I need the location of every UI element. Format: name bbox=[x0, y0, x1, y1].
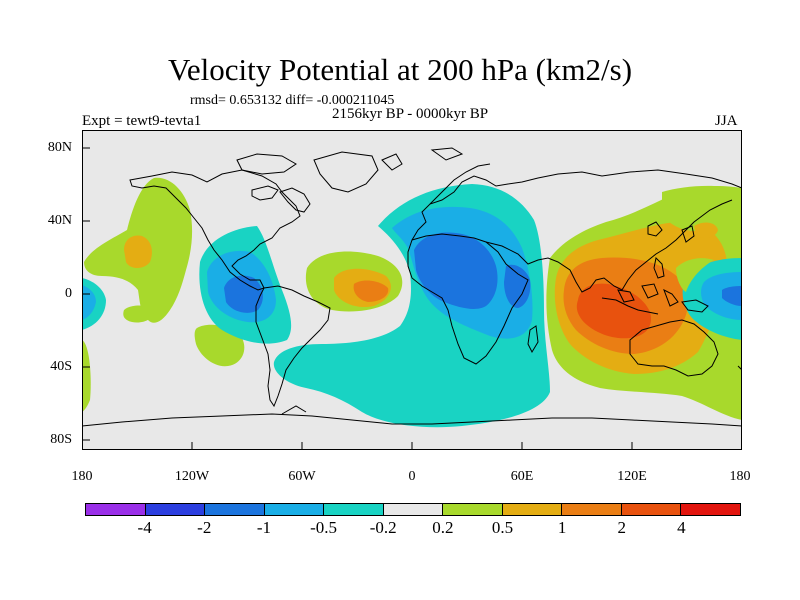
coastlines bbox=[82, 147, 742, 427]
contour-far-se-pacific bbox=[82, 340, 91, 412]
lat-label-80s: 80S bbox=[50, 432, 72, 447]
lon-label-180e: 180 bbox=[729, 469, 751, 484]
lon-label-0: 0 bbox=[408, 469, 416, 484]
colorbar-box-1 bbox=[145, 504, 206, 515]
colorbar-label-1: -2 bbox=[197, 518, 212, 537]
contour-epac-blue bbox=[224, 275, 263, 313]
colorbar-label-5: 0.2 bbox=[432, 518, 454, 537]
colorbar-box-6 bbox=[443, 504, 503, 515]
axis-ticks bbox=[82, 147, 633, 450]
colorbar-box-9 bbox=[621, 504, 682, 515]
lon-label-60e: 60E bbox=[510, 469, 534, 484]
colorbar-label-8: 2 bbox=[617, 518, 626, 537]
lon-label-120w: 120W bbox=[174, 469, 210, 484]
colorbar-label-3: -0.5 bbox=[310, 518, 337, 537]
contour-wpac-lightblue bbox=[701, 272, 742, 320]
plot-title: Velocity Potential at 200 hPa (km2/s) bbox=[167, 52, 633, 87]
contour-ne-pacific-orange bbox=[124, 235, 152, 268]
colorbar-label-4: -0.2 bbox=[369, 518, 397, 537]
colorbar-label-9: 4 bbox=[677, 518, 686, 537]
colorbar-box-3 bbox=[264, 504, 325, 515]
colorbar-box-8 bbox=[562, 504, 622, 515]
lat-label-40n: 40N bbox=[47, 213, 72, 228]
colorbar-box-7 bbox=[502, 504, 563, 515]
colorbar-label-7: 1 bbox=[557, 518, 567, 537]
lon-label-60w: 60W bbox=[288, 469, 316, 484]
experiment-label: Expt = tewt9-tevta1 bbox=[82, 113, 202, 129]
colorbar-label-2: -1 bbox=[256, 518, 271, 537]
contour-atlantic-darkorange bbox=[353, 280, 389, 302]
contour-wpac-blue bbox=[722, 286, 742, 306]
colorbar-box-5 bbox=[383, 504, 444, 515]
contour-ne-pacific-small bbox=[123, 305, 154, 323]
season-label: JJA bbox=[715, 113, 738, 129]
colorbar-box-4 bbox=[324, 504, 384, 515]
colorbar-label-0: -4 bbox=[137, 518, 152, 537]
lon-label-120e: 120E bbox=[617, 469, 647, 484]
lon-label-180w: 180 bbox=[71, 469, 93, 484]
contour-westpac-orange bbox=[694, 222, 718, 238]
colorbar-box-2 bbox=[205, 504, 265, 515]
velocity-potential-map bbox=[82, 130, 742, 450]
contour-africa-blue bbox=[414, 232, 498, 309]
colorbar bbox=[85, 503, 741, 516]
contour-indopac-green-top bbox=[662, 185, 734, 232]
colorbar-box-0 bbox=[86, 504, 146, 515]
period-label: 2156kyr BP - 0000kyr BP bbox=[331, 106, 489, 122]
contour-wpac-green bbox=[676, 258, 714, 292]
lat-label-40s: 40S bbox=[50, 359, 72, 374]
contour-africa-blue2 bbox=[504, 264, 531, 308]
lat-label-80n: 80N bbox=[47, 140, 72, 155]
stats-label: rmsd= 0.653132 diff= -0.000211045 bbox=[190, 93, 395, 108]
lat-label-eq: 0 bbox=[65, 286, 72, 301]
colorbar-label-6: 0.5 bbox=[491, 518, 514, 537]
colorbar-box-10 bbox=[681, 504, 741, 515]
